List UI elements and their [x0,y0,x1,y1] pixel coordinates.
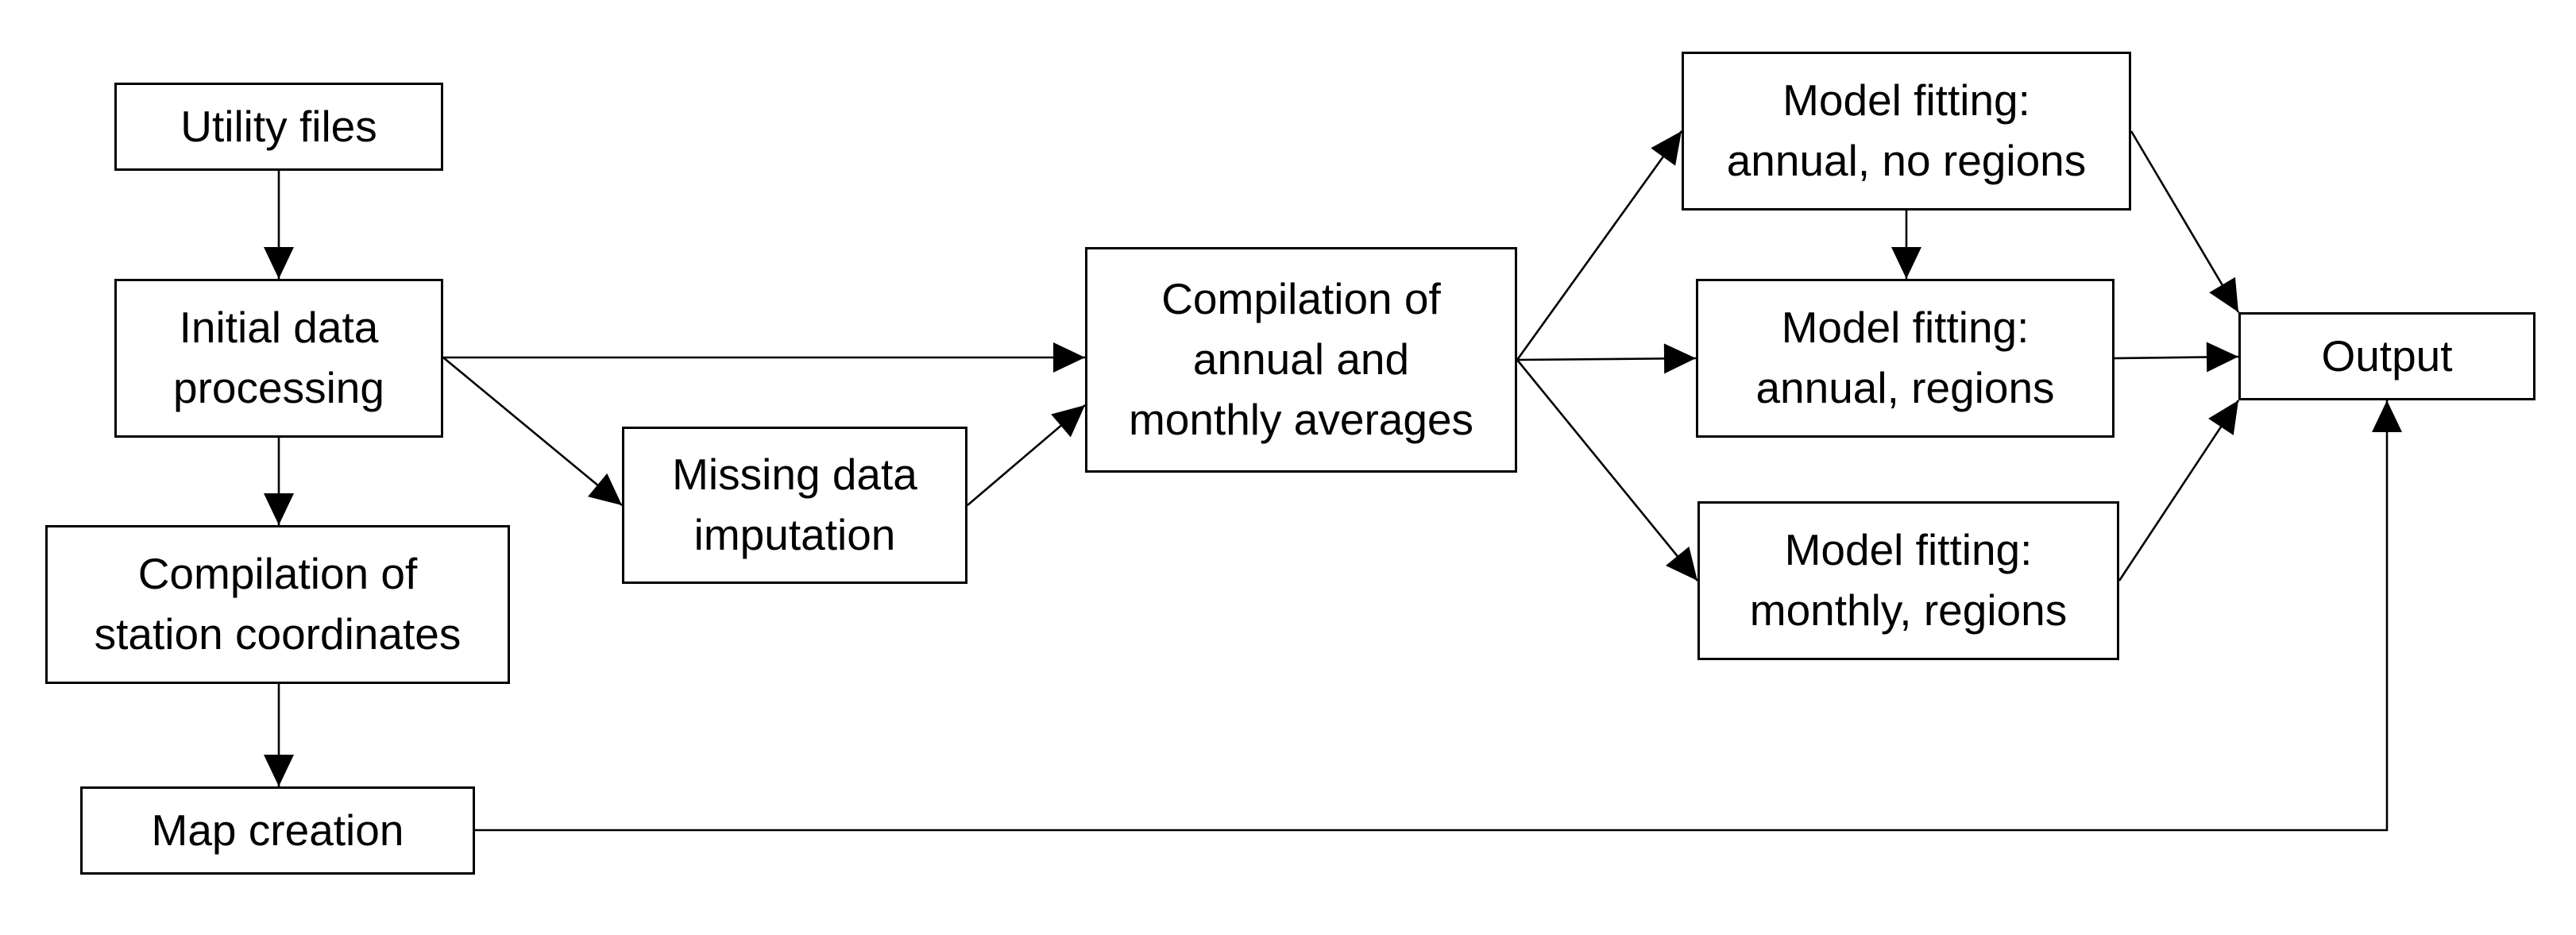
edge-model-monthly-regions-to-output [2118,400,2240,581]
edge-initial-processing-to-missing-imputation-arrowhead [588,473,622,505]
edge-initial-processing-to-station-coordinates-arrowhead [264,493,294,525]
node-model-monthly-regions-label: Model fitting: monthly, regions [1750,520,2067,641]
edge-model-monthly-regions-to-output-arrowhead [2208,400,2238,435]
node-model-annual-regions-line-1: Model fitting: [1781,303,2030,353]
node-missing-data-imputation: Missing data imputation [622,427,967,584]
node-station-coordinates-line-1: Compilation of [137,549,418,599]
edge-missing-imputation-to-compilation [967,404,1086,506]
node-output-label: Output [2321,326,2452,387]
edge-station-coordinates-to-map-creation [264,684,294,786]
edge-initial-processing-to-compilation [443,342,1085,373]
edge-compilation-to-model-monthly-regions-line [1516,359,1699,581]
node-compilation-averages: Compilation of annual and monthly averag… [1085,247,1517,473]
edge-initial-processing-to-station-coordinates [264,438,294,525]
edge-initial-processing-to-missing-imputation-line [442,356,623,507]
node-map-creation-line-1: Map creation [151,805,404,855]
node-output: Output [2238,312,2535,400]
edge-model-annual-regions-to-output-arrowhead [2206,342,2238,373]
node-compilation-averages-line-2: annual and [1192,334,1410,384]
edge-compilation-to-model-annual-regions [1516,343,1697,374]
node-map-creation: Map creation [80,786,475,875]
node-model-monthly-regions: Model fitting: monthly, regions [1697,501,2119,660]
edge-map-creation-to-output-line [475,400,2389,832]
edge-missing-imputation-to-compilation-arrowhead [1051,405,1085,438]
node-initial-data-processing-line-2: processing [173,363,384,412]
node-missing-data-imputation-label: Missing data imputation [672,445,917,566]
edge-map-creation-to-output [475,400,2402,832]
edge-utility-files-to-initial-processing [264,171,294,279]
node-map-creation-label: Map creation [152,801,404,861]
node-model-annual-no-regions-line-2: annual, no regions [1726,136,2087,185]
edge-initial-processing-to-compilation-arrowhead [1053,342,1085,373]
edge-utility-files-to-initial-processing-arrowhead [264,247,294,279]
edge-compilation-to-model-annual-no-regions [1516,130,1683,361]
node-utility-files: Utility files [114,83,443,171]
node-compilation-averages-line-3: monthly averages [1128,394,1474,444]
node-station-coordinates: Compilation of station coordinates [45,525,510,684]
edge-compilation-to-model-monthly-regions [1516,359,1699,581]
edge-station-coordinates-to-map-creation-arrowhead [264,755,294,786]
node-model-annual-regions-line-2: annual, regions [1755,363,2055,412]
node-station-coordinates-label: Compilation of station coordinates [95,544,462,665]
edge-map-creation-to-output-arrowhead [2372,400,2402,432]
node-utility-files-label: Utility files [180,97,377,157]
edge-compilation-to-model-annual-no-regions-arrowhead [1651,131,1682,166]
node-compilation-averages-line-1: Compilation of [1161,274,1441,324]
node-model-monthly-regions-line-1: Model fitting: [1784,525,2033,575]
edge-compilation-to-model-annual-regions-arrowhead [1663,343,1696,374]
node-initial-data-processing: Initial data processing [114,279,443,438]
node-model-annual-no-regions-label: Model fitting: annual, no regions [1727,71,2087,191]
edge-model-annual-no-regions-to-output-line [2130,130,2240,313]
edge-initial-processing-to-missing-imputation [442,356,623,507]
edge-model-annual-no-regions-to-model-annual-regions-arrowhead [1891,247,1921,279]
node-model-annual-regions: Model fitting: annual, regions [1696,279,2114,438]
edge-model-annual-regions-to-output [2114,342,2239,373]
node-output-line-1: Output [2321,330,2453,381]
node-initial-data-processing-line-1: Initial data [179,303,379,353]
edge-model-annual-no-regions-to-output-arrowhead [2209,276,2238,312]
edge-model-annual-no-regions-to-model-annual-regions [1891,211,1921,279]
edge-compilation-to-model-annual-no-regions-line [1516,130,1683,361]
edge-compilation-to-model-monthly-regions-arrowhead [1665,546,1697,581]
node-missing-data-imputation-line-2: imputation [693,510,896,559]
node-missing-data-imputation-line-1: Missing data [672,450,917,500]
edge-model-monthly-regions-to-output-line [2118,400,2240,581]
node-model-annual-regions-label: Model fitting: annual, regions [1755,298,2054,419]
node-model-annual-no-regions: Model fitting: annual, no regions [1682,52,2131,211]
node-station-coordinates-line-2: station coordinates [94,609,462,659]
node-compilation-averages-label: Compilation of annual and monthly averag… [1129,269,1473,450]
node-model-annual-no-regions-line-1: Model fitting: [1782,75,2030,126]
node-model-monthly-regions-line-2: monthly, regions [1749,585,2068,635]
edge-model-annual-no-regions-to-output [2130,130,2240,313]
node-utility-files-line-1: Utility files [180,101,377,151]
node-initial-data-processing-label: Initial data processing [173,298,384,419]
